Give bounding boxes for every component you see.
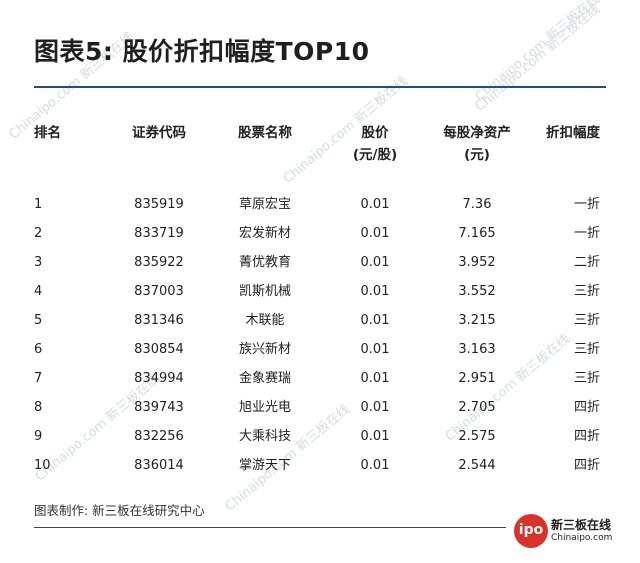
cell-price: 0.01: [360, 429, 390, 444]
header-nav: 每股净资产 (元): [424, 122, 530, 166]
header-nav-line1: 每股净资产: [443, 125, 511, 141]
cell-rank: 4: [34, 284, 43, 299]
cell-price: 0.01: [360, 313, 390, 328]
cell-code: 839743: [134, 400, 184, 415]
cell-rank: 10: [34, 458, 51, 473]
cell-name: 菁优教育: [238, 255, 291, 270]
cell-discount: 四折: [573, 458, 600, 473]
cell-name: 族兴新材: [238, 342, 291, 357]
cell-rank: 1: [34, 197, 43, 212]
cell-rank: 8: [34, 400, 43, 415]
cell-code: 835919: [134, 197, 184, 212]
cell-price: 0.01: [360, 371, 390, 386]
header-rank: 排名: [34, 125, 61, 141]
watermark: Chinaipo.com 新三板在线: [472, 1, 604, 115]
title-divider: [34, 86, 606, 88]
cell-name: 宏发新材: [238, 226, 291, 241]
cell-code: 833719: [134, 226, 184, 241]
table-row: 3 835922 菁优教育 0.01 3.952 二折: [34, 248, 608, 277]
logo-url: Chinaipo.com: [551, 533, 613, 543]
header-discount: 折扣幅度: [546, 125, 600, 141]
cell-rank: 3: [34, 255, 43, 270]
cell-rank: 9: [34, 429, 43, 444]
table-row: 2 833719 宏发新材 0.01 7.165 一折: [34, 219, 608, 248]
header-nav-line2: (元): [464, 147, 490, 163]
cell-code: 834994: [134, 371, 184, 386]
cell-nav: 3.163: [458, 342, 496, 357]
cell-nav: 7.165: [458, 226, 496, 241]
cell-nav: 2.544: [458, 458, 496, 473]
cell-price: 0.01: [360, 284, 390, 299]
logo-badge-icon: ipo: [514, 514, 548, 548]
cell-nav: 2.951: [458, 371, 496, 386]
header-price: 股价 (元/股): [337, 122, 413, 166]
header-name: 股票名称: [238, 125, 292, 141]
cell-discount: 三折: [573, 371, 600, 386]
cell-nav: 3.552: [458, 284, 496, 299]
cell-code: 835922: [134, 255, 184, 270]
cell-discount: 二折: [573, 255, 600, 270]
cell-price: 0.01: [360, 342, 390, 357]
cell-name: 旭业光电: [238, 400, 291, 415]
header-price-line1: 股价: [361, 125, 389, 141]
cell-rank: 2: [34, 226, 43, 241]
cell-rank: 7: [34, 371, 43, 386]
table-row: 4 837003 凯斯机械 0.01 3.552 三折: [34, 277, 608, 306]
source-note: 图表制作: 新三板在线研究中心: [34, 503, 205, 518]
logo-badge-text: ipo: [518, 522, 544, 538]
cell-discount: 三折: [573, 313, 600, 328]
cell-name: 凯斯机械: [238, 284, 291, 299]
cell-code: 836014: [134, 458, 184, 473]
cell-discount: 四折: [573, 400, 600, 415]
cell-nav: 3.952: [458, 255, 496, 270]
cell-price: 0.01: [360, 255, 390, 270]
table-row: 8 839743 旭业光电 0.01 2.705 四折: [34, 393, 608, 422]
cell-code: 832256: [134, 429, 184, 444]
table-row: 6 830854 族兴新材 0.01 3.163 三折: [34, 335, 608, 364]
header-price-line2: (元/股): [352, 147, 398, 163]
watermark: Chinaipo.com 新三板在线: [472, 0, 604, 105]
table-row: 10 836014 掌游天下 0.01 2.544 四折: [34, 451, 608, 480]
cell-name: 大乘科技: [238, 429, 291, 444]
header-code: 证券代码: [132, 125, 186, 141]
table-header: 排名 证券代码 股票名称 股价 (元/股) 每股净资产 (元) 折扣幅度: [34, 120, 608, 190]
cell-price: 0.01: [360, 197, 390, 212]
cell-discount: 一折: [573, 226, 600, 241]
cell-name: 草原宏宝: [238, 197, 291, 212]
cell-code: 830854: [134, 342, 184, 357]
cell-price: 0.01: [360, 226, 390, 241]
cell-code: 831346: [134, 313, 184, 328]
cell-rank: 6: [34, 342, 43, 357]
cell-nav: 2.575: [458, 429, 496, 444]
cell-price: 0.01: [360, 400, 390, 415]
footer-divider: [34, 527, 506, 528]
table-row: 1 835919 草原宏宝 0.01 7.36 一折: [34, 190, 608, 219]
cell-name: 木联能: [245, 313, 285, 328]
cell-name: 掌游天下: [238, 458, 291, 473]
brand-logo: ipo 新三板在线 Chinaipo.com: [514, 514, 614, 552]
table-row: 9 832256 大乘科技 0.01 2.575 四折: [34, 422, 608, 451]
page-title: 图表5: 股价折扣幅度TOP10: [34, 37, 370, 66]
cell-code: 837003: [134, 284, 184, 299]
cell-nav: 3.215: [458, 313, 496, 328]
cell-discount: 三折: [573, 284, 600, 299]
cell-name: 金象赛瑞: [238, 371, 291, 386]
discount-table: 排名 证券代码 股票名称 股价 (元/股) 每股净资产 (元) 折扣幅度 1 8…: [34, 120, 608, 480]
cell-discount: 四折: [573, 429, 600, 444]
cell-price: 0.01: [360, 458, 390, 473]
cell-nav: 2.705: [458, 400, 496, 415]
table-row: 7 834994 金象赛瑞 0.01 2.951 三折: [34, 364, 608, 393]
table-row: 5 831346 木联能 0.01 3.215 三折: [34, 306, 608, 335]
cell-nav: 7.36: [462, 197, 492, 212]
cell-rank: 5: [34, 313, 43, 328]
cell-discount: 三折: [573, 342, 600, 357]
cell-discount: 一折: [573, 197, 600, 212]
logo-name: 新三板在线: [551, 518, 612, 532]
